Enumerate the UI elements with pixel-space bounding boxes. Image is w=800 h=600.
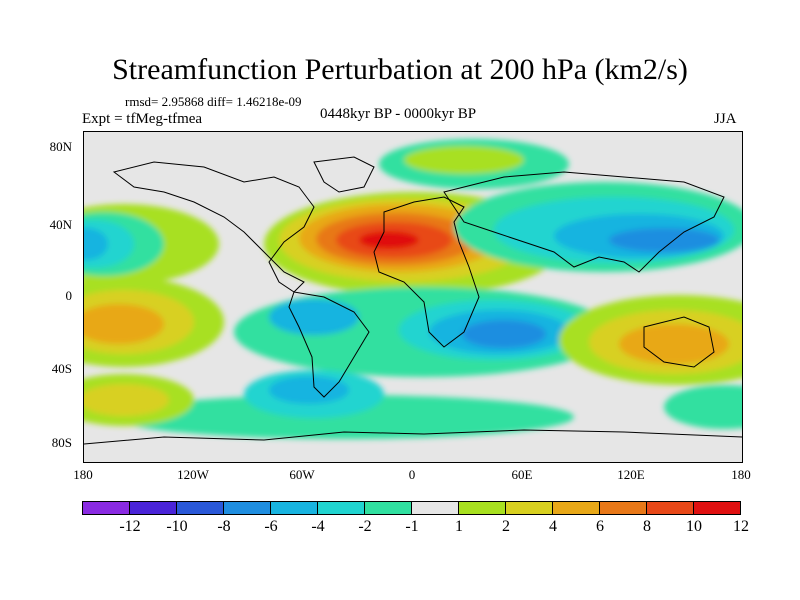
colorbar-label: -2: [358, 518, 372, 535]
contour-neg4-west: [84, 228, 108, 260]
colorbar-swatch: [82, 501, 130, 515]
lon-label-120w: 120W: [177, 467, 209, 482]
colorbar-label: -10: [166, 518, 188, 535]
colorbar-swatch: [176, 501, 224, 515]
colorbar-swatch: [317, 501, 365, 515]
colorbar-label: 12: [733, 518, 749, 535]
colorbar-swatch: [646, 501, 694, 515]
contour-2-arctic: [404, 146, 524, 174]
contour-neg6-asia: [609, 228, 719, 252]
colorbar-label: 10: [686, 518, 702, 535]
field-map: [84, 139, 742, 445]
colorbar-label: -1: [405, 518, 419, 535]
lon-label-120e: 120E: [617, 467, 645, 482]
lat-label-80s: 80S: [51, 435, 72, 450]
colorbar-swatch: [552, 501, 600, 515]
colorbar-label: 8: [643, 518, 651, 535]
contour-6-sp: [84, 304, 164, 344]
lon-label-60w: 60W: [289, 467, 315, 482]
contour-neg1-so: [114, 395, 574, 439]
contour-neg4-so: [269, 376, 349, 404]
colorbar-label: 2: [502, 518, 510, 535]
colorbar-swatch: [270, 501, 318, 515]
contour-4-so-west: [84, 384, 169, 416]
stats-text: rmsd= 2.95868 diff= 1.46218e-09: [125, 94, 302, 109]
lat-label-0: 0: [65, 288, 73, 303]
contour-neg1-so-east: [664, 385, 742, 429]
experiment-label: Expt = tfMeg-tfmea: [82, 111, 203, 127]
coastlines: [84, 156, 742, 445]
colorbar-swatch: [458, 501, 506, 515]
season-label: JJA: [714, 111, 737, 127]
colorbar-swatch: [129, 501, 177, 515]
colorbar-label: -8: [217, 518, 231, 535]
lat-label-40s: 40S: [51, 361, 72, 376]
colorbar-label: 4: [549, 518, 557, 535]
contour-12: [359, 231, 419, 249]
colorbar-label: -6: [264, 518, 278, 535]
lat-label-80n: 80N: [49, 139, 72, 154]
lon-label-180e: 180: [731, 467, 751, 482]
colorbar-swatch: [223, 501, 271, 515]
lon-label-60e: 60E: [511, 467, 533, 482]
map-title: Streamfunction Perturbation at 200 hPa (…: [112, 53, 688, 86]
colorbar-swatch: [599, 501, 647, 515]
colorbar-label: 1: [455, 518, 463, 535]
colorbar-swatch: [364, 501, 412, 515]
contour-neg6-io: [462, 320, 546, 348]
colorbar-label: -4: [311, 518, 325, 535]
colorbar-label: 6: [596, 518, 604, 535]
contour-6-aus: [619, 324, 729, 364]
map-panel: [83, 131, 743, 463]
colorbar-label: -12: [119, 518, 141, 535]
colorbar-swatch: [411, 501, 459, 515]
lon-label-180w: 180: [73, 467, 93, 482]
period-label: 0448kyr BP - 0000kyr BP: [320, 106, 477, 122]
colorbar-swatch: [693, 501, 741, 515]
lon-label-0: 0: [408, 467, 416, 482]
lat-label-40n: 40N: [49, 217, 72, 232]
contour-neg4-sa: [269, 299, 359, 335]
colorbar-swatch: [505, 501, 553, 515]
colorbar: [82, 501, 741, 515]
